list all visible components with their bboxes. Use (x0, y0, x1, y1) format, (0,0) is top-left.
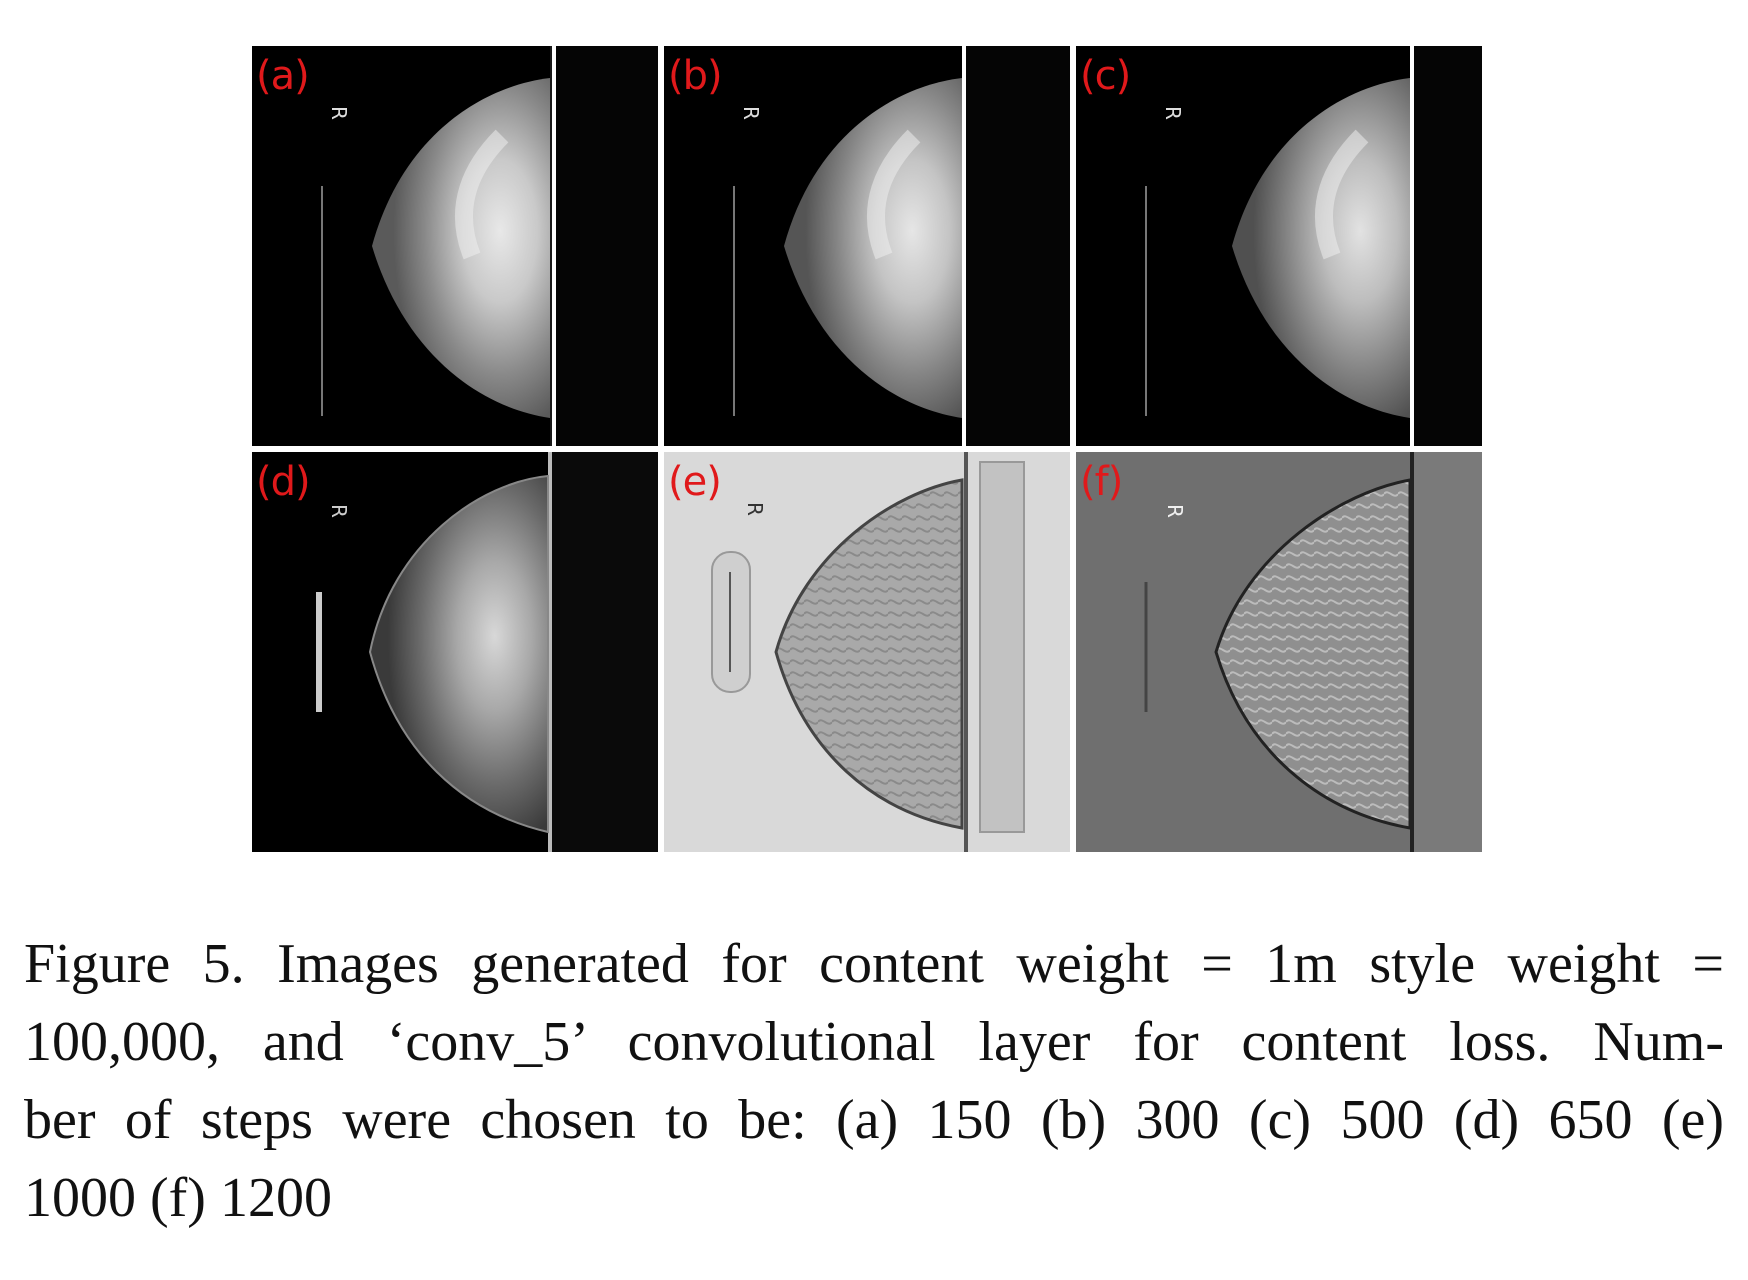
panel-b: R (b) (664, 46, 1070, 446)
mammogram-image-b: R (664, 46, 1070, 446)
panel-e: R (e) (664, 452, 1070, 852)
mammogram-image-f: R (1076, 452, 1482, 852)
panel-label-a: (a) (256, 53, 310, 99)
panel-a: R (a) (252, 46, 658, 446)
panel-c: R (c) (1076, 46, 1482, 446)
caption-line-1: Figure 5. Images generated for content w… (24, 933, 1724, 995)
caption-line-4: 1000 (f) 1200 (24, 1167, 332, 1229)
view-marker-f: R (1163, 504, 1187, 518)
panel-f: R (f) (1076, 452, 1482, 852)
panel-label-e: (e) (668, 459, 722, 505)
view-marker-c: R (1161, 106, 1185, 120)
figure-caption: Figure 5. Images generated for content w… (24, 925, 1724, 1237)
panel-label-d: (d) (256, 459, 311, 505)
mammogram-image-e: R (664, 452, 1070, 852)
view-marker-b: R (739, 106, 763, 120)
panel-label-f: (f) (1080, 459, 1123, 505)
caption-line-3: ber of steps were chosen to be: (a) 150 … (24, 1089, 1724, 1151)
view-marker-a: R (327, 106, 351, 120)
mammogram-image-a: R (252, 46, 658, 446)
caption-line-2: 100,000, and ‘conv_5’ convolutional laye… (24, 1011, 1724, 1073)
view-marker-e: R (743, 502, 767, 516)
mammogram-image-c: R (1076, 46, 1482, 446)
panel-d: R (d) (252, 452, 658, 852)
view-marker-d: R (327, 504, 351, 518)
mammogram-image-d: R (252, 452, 658, 852)
panel-label-b: (b) (668, 53, 723, 99)
panel-label-c: (c) (1080, 53, 1131, 99)
figure-grid: R (a) R (b) (252, 46, 1482, 854)
